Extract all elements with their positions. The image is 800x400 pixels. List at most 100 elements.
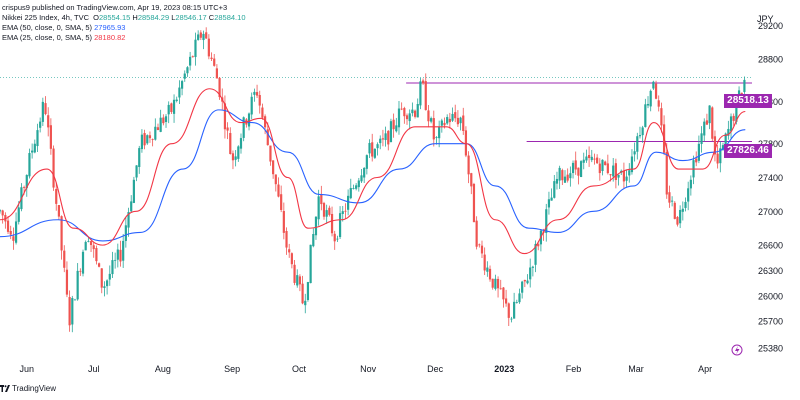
ema50-legend: EMA (50, close, 0, SMA, 5) 27965.93 xyxy=(2,23,126,32)
y-tick-label: 27000 xyxy=(758,207,783,217)
candle-up xyxy=(638,135,642,137)
candle-down xyxy=(293,264,296,283)
y-tick-label: 26300 xyxy=(758,266,783,276)
candle-down xyxy=(502,287,505,300)
candle-up xyxy=(727,128,730,136)
candle-up xyxy=(582,159,585,163)
candle-down xyxy=(272,160,275,175)
candle-up xyxy=(687,188,690,202)
candle-up xyxy=(325,210,328,217)
candle-down xyxy=(421,80,425,84)
published-line: crispus9 published on TradingView.com, A… xyxy=(2,3,228,12)
candle-down xyxy=(413,110,417,117)
lightning-bolt-icon xyxy=(735,346,740,355)
candle-down xyxy=(432,118,435,140)
candle-down xyxy=(156,127,160,131)
candle-up xyxy=(547,199,551,208)
candle-up xyxy=(494,278,497,289)
candle-down xyxy=(97,263,101,267)
candle-up xyxy=(234,156,237,160)
candle-down xyxy=(488,268,492,280)
candle-up xyxy=(309,244,312,284)
candle-up xyxy=(550,197,553,201)
candle-down xyxy=(598,163,601,174)
candle-down xyxy=(665,152,668,195)
candle-up xyxy=(486,267,489,272)
ema50-line xyxy=(0,109,746,242)
footer-brand[interactable]: TradingView xyxy=(0,384,56,393)
candle-up xyxy=(569,173,572,179)
candle-up xyxy=(103,286,106,288)
candle-up xyxy=(617,174,620,178)
candle-down xyxy=(49,125,52,149)
candle-up xyxy=(440,120,443,126)
candle-down xyxy=(443,122,446,126)
candle-up xyxy=(306,282,310,301)
candle-up xyxy=(459,117,462,124)
candle-down xyxy=(269,145,272,162)
candle-down xyxy=(79,270,82,272)
candle-down xyxy=(330,213,334,234)
candle-down xyxy=(427,110,430,122)
candle-down xyxy=(371,142,374,157)
x-tick-label: Sep xyxy=(224,364,240,374)
candle-down xyxy=(606,163,609,174)
candle-up xyxy=(641,127,644,136)
candle-up xyxy=(612,165,615,177)
candle-up xyxy=(628,170,631,176)
candle-down xyxy=(561,170,564,181)
candle-up xyxy=(419,81,422,106)
candle-up xyxy=(545,209,548,233)
candle-up xyxy=(317,196,320,220)
candle-down xyxy=(604,161,607,166)
candle-down xyxy=(320,194,323,205)
candle-down xyxy=(660,108,663,126)
y-tick-label: 25700 xyxy=(758,317,783,327)
candle-up xyxy=(127,212,130,228)
candle-down xyxy=(100,268,103,288)
candle-up xyxy=(73,299,77,301)
candle-up xyxy=(76,270,79,300)
candle-up xyxy=(352,188,355,189)
candle-up xyxy=(202,33,205,41)
candle-up xyxy=(242,117,245,138)
candle-up xyxy=(146,135,149,144)
candle-down xyxy=(57,205,61,217)
candle-up xyxy=(531,266,534,268)
candle-up xyxy=(389,121,393,143)
currency-label: JPY xyxy=(757,14,774,24)
candle-up xyxy=(438,126,441,139)
candle-up xyxy=(41,101,44,122)
candle-up xyxy=(601,159,604,171)
candle-down xyxy=(95,248,98,262)
candle-up xyxy=(81,251,85,274)
candle-up xyxy=(435,137,438,138)
tradingview-logo-icon xyxy=(0,384,10,392)
candle-down xyxy=(711,107,714,139)
candle-down xyxy=(191,56,194,58)
candle-down xyxy=(403,108,406,117)
candle-down xyxy=(258,95,261,106)
candle-down xyxy=(6,220,10,232)
candle-down xyxy=(462,115,465,131)
candle-up xyxy=(430,118,433,122)
candle-up xyxy=(349,188,352,199)
candle-down xyxy=(705,120,709,125)
candle-up xyxy=(164,116,168,122)
candle-down xyxy=(593,158,596,160)
candle-up xyxy=(312,233,315,247)
candle-down xyxy=(676,216,679,225)
x-tick-label: 2023 xyxy=(494,364,514,374)
candle-down xyxy=(668,192,671,203)
candle-down xyxy=(328,207,331,215)
candle-down xyxy=(151,139,154,140)
candle-down xyxy=(22,187,26,188)
candle-up xyxy=(518,293,521,303)
candle-up xyxy=(108,273,111,280)
candle-up xyxy=(571,162,575,174)
candle-up xyxy=(529,267,532,280)
candle-up xyxy=(649,90,652,107)
candle-up xyxy=(314,216,318,236)
candle-up xyxy=(247,113,251,127)
